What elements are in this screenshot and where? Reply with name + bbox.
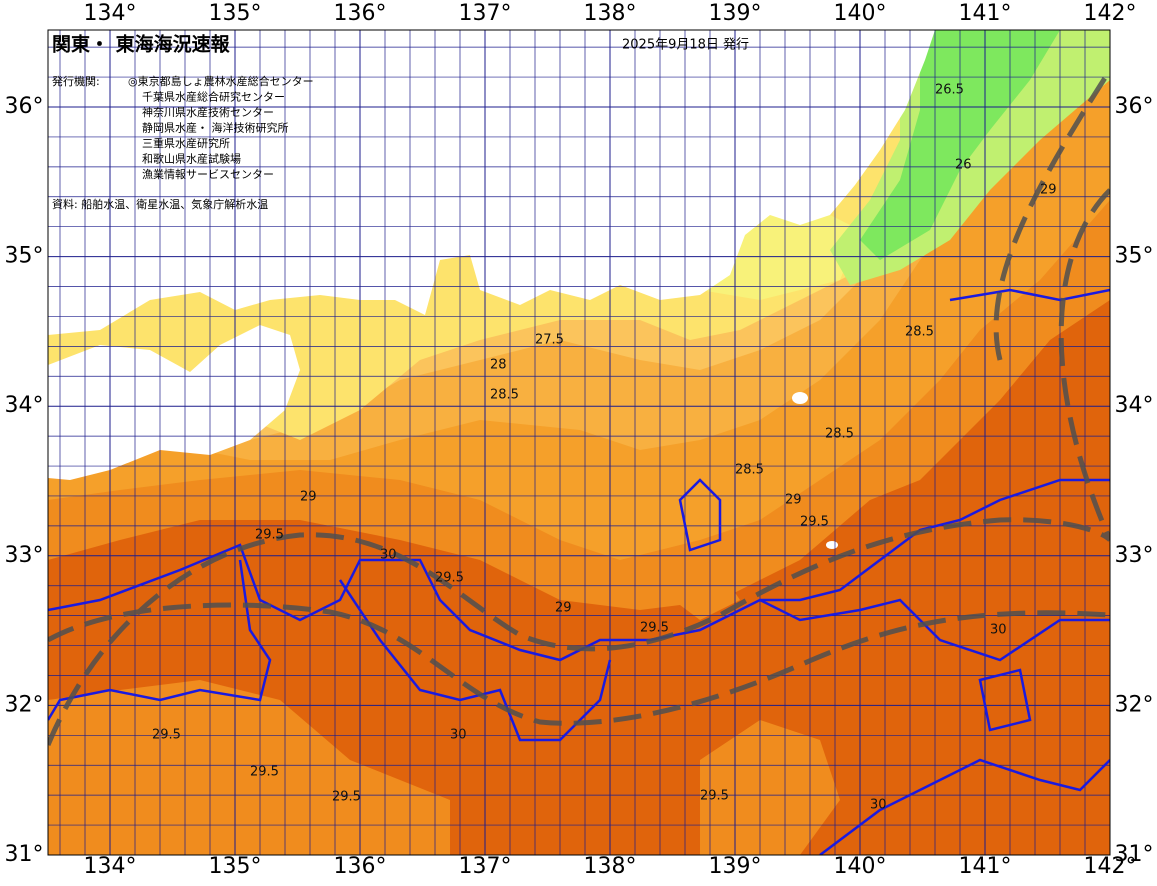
contour-label: 29.5 <box>700 789 729 804</box>
contour-label: 29.5 <box>800 515 829 530</box>
contour-label: 28 <box>490 358 507 373</box>
contour-label: 29.5 <box>435 571 464 586</box>
axes: 134° 135° 136° 137° 138° 139° 140° 141° 142° 134°… <box>5 1 1154 879</box>
contour-label: 30 <box>380 548 397 563</box>
lon-label-top: 135° <box>209 1 262 26</box>
contour-label: 29.5 <box>152 728 181 743</box>
lon-label-bottom: 134° <box>84 854 137 879</box>
contour-label: 29.5 <box>255 528 284 543</box>
publisher: 静岡県水産・ 海洋技術研究所 <box>142 121 289 135</box>
lon-label-bottom: 136° <box>334 854 387 879</box>
source: 資料: 船舶水温、衛星水温、気象庁解析水温 <box>52 197 268 211</box>
lat-label-right: 33° <box>1115 543 1154 568</box>
lat-label-right: 32° <box>1115 692 1154 717</box>
publisher: 千葉県水産総合研究センター <box>142 90 285 104</box>
contour-label: 29.5 <box>250 765 279 780</box>
contour-label: 27.5 <box>535 333 564 348</box>
lon-label-top: 141° <box>959 1 1012 26</box>
lon-label-bottom: 140° <box>834 854 887 879</box>
contour-label: 28.5 <box>735 463 764 478</box>
lon-label-top: 138° <box>584 1 637 26</box>
map-frame <box>47 29 1111 856</box>
contour-label: 26 <box>955 158 972 173</box>
lon-label-top: 136° <box>334 1 387 26</box>
contour-label: 26.5 <box>935 83 964 98</box>
contour-label: 29 <box>785 493 802 508</box>
lat-label-left: 34° <box>5 393 44 418</box>
issue-date: 2025年9月18日 発行 <box>622 38 749 53</box>
publishers: ◎東京都島しょ農林水産総合センター千葉県水産総合研究センター神奈川県水産技術セン… <box>128 74 314 181</box>
lat-label-left: 36° <box>5 94 44 119</box>
lat-label-right: 34° <box>1115 393 1154 418</box>
contour-label: 29.5 <box>640 621 669 636</box>
lat-label-right: 31° <box>1115 842 1154 867</box>
lat-label-left: 35° <box>5 244 44 269</box>
lat-label-right: 36° <box>1115 94 1154 119</box>
publisher: 神奈川県水産技術センター <box>142 105 274 119</box>
lon-label-top: 139° <box>709 1 762 26</box>
grid <box>48 30 1110 855</box>
lat-label-left: 33° <box>5 543 44 568</box>
contour-label: 28.5 <box>490 388 519 403</box>
lon-label-bottom: 139° <box>709 854 762 879</box>
lon-label-bottom: 135° <box>209 854 262 879</box>
publisher: 和歌山県水産試験場 <box>142 152 241 166</box>
contour-label: 29 <box>300 490 317 505</box>
publisher: ◎東京都島しょ農林水産総合センター <box>128 74 314 88</box>
publisher: 三重県水産研究所 <box>142 136 230 150</box>
lon-label-top: 134° <box>84 1 137 26</box>
lon-label-bottom: 142° <box>1084 854 1137 879</box>
lon-label-bottom: 137° <box>459 854 512 879</box>
contour-label: 28.5 <box>905 325 934 340</box>
contour-label: 30 <box>990 623 1007 638</box>
lon-label-bottom: 138° <box>584 854 637 879</box>
contour-label: 28.5 <box>825 427 854 442</box>
lon-label-top: 137° <box>459 1 512 26</box>
lat-label-right: 35° <box>1115 244 1154 269</box>
publisher: 漁業情報サービスセンター <box>142 167 274 181</box>
contour-label: 30 <box>870 798 887 813</box>
map-area: 26.5 26 27.5 28 28.5 28.5 28.5 29 29 29 … <box>48 30 1110 855</box>
lon-label-top: 140° <box>834 1 887 26</box>
contour-label: 29 <box>1040 183 1057 198</box>
lat-label-left: 32° <box>5 692 44 717</box>
contour-label: 29 <box>555 601 572 616</box>
title: 関東・ 東海海況速報 <box>52 33 231 56</box>
contour-labels: 26.5 26 27.5 28 28.5 28.5 28.5 29 29 29 … <box>152 83 1057 813</box>
contour-label: 30 <box>450 728 467 743</box>
lon-label-bottom: 141° <box>959 854 1012 879</box>
lat-label-left: 31° <box>5 842 44 867</box>
kuroshio-axis <box>48 68 1110 746</box>
contour-label: 29.5 <box>332 790 361 805</box>
publishers-label: 発行機関: <box>52 74 100 88</box>
lon-label-top: 142° <box>1084 1 1137 26</box>
